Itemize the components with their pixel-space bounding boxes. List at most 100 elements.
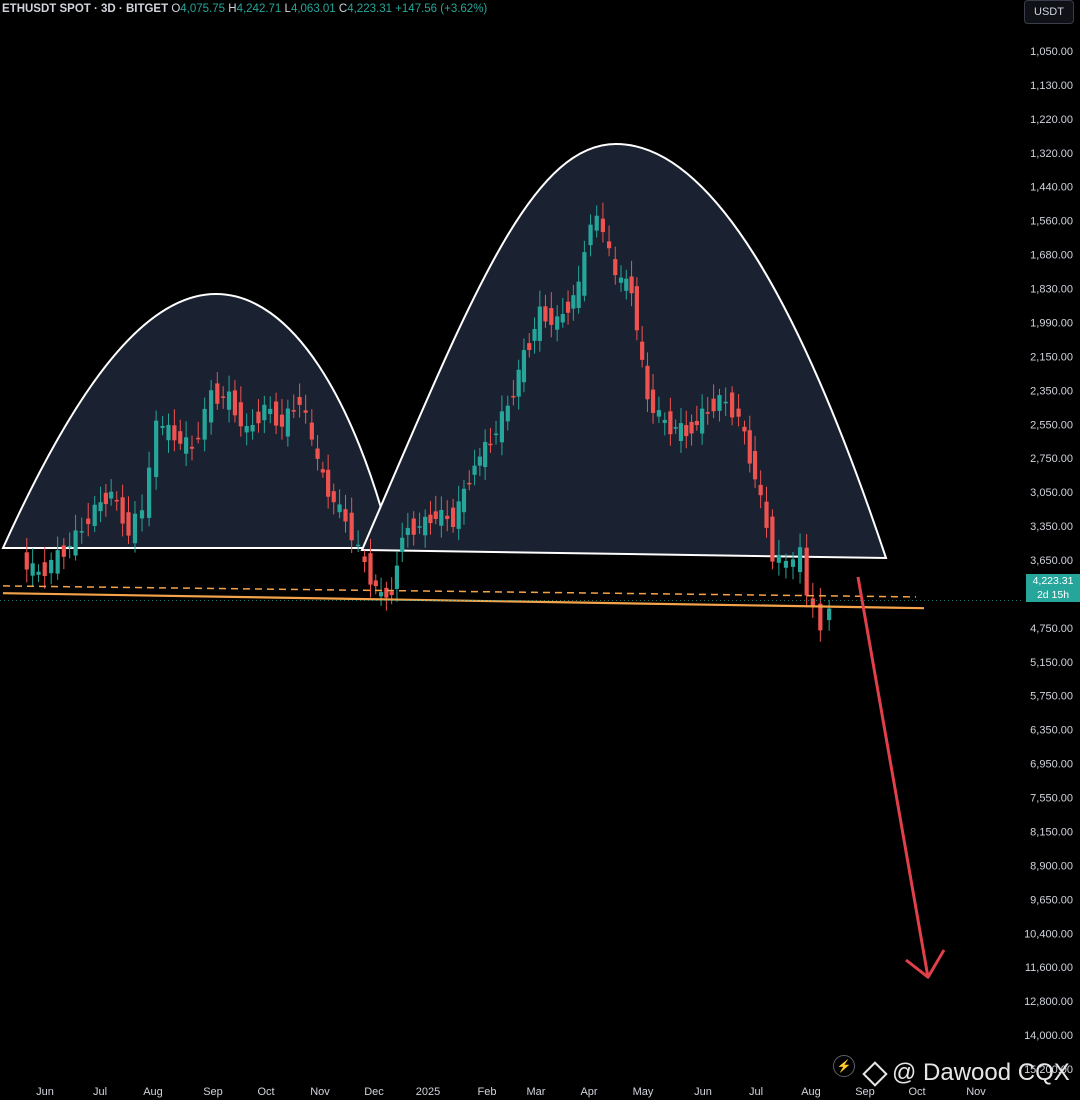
y-tick-label: 1,830.00 (1030, 284, 1073, 296)
watermark-text: @ Dawood CQX (892, 1059, 1070, 1086)
currency-button[interactable]: USDT (1024, 0, 1074, 24)
candle-body (618, 277, 624, 283)
x-tick-label: Dec (364, 1086, 384, 1098)
candle-body (378, 592, 384, 597)
candle-body (250, 425, 255, 432)
candle-body (571, 295, 576, 309)
candle-body (736, 408, 741, 417)
close-value: 4,223.31 (347, 3, 392, 15)
y-tick-label: 9,650.00 (1030, 894, 1073, 906)
candle-body (274, 401, 279, 426)
candle-body (467, 482, 472, 485)
right-arc-pattern (360, 142, 888, 560)
candle-body (394, 565, 400, 589)
x-tick-label: Sep (855, 1086, 875, 1098)
candle-body (456, 501, 461, 529)
candle-body (202, 408, 207, 440)
candle-body (309, 422, 314, 440)
candle-body (67, 545, 72, 548)
candle-body (373, 580, 378, 587)
projection-arrow (856, 576, 930, 978)
candle-body (196, 437, 201, 440)
candle-body (320, 469, 325, 473)
y-tick-label: 6,350.00 (1030, 725, 1073, 737)
x-tick-label: Jul (93, 1086, 107, 1098)
candle-body (527, 343, 532, 350)
candle-body (98, 502, 103, 512)
last-price-tag: 4,223.31 2d 15h (1026, 574, 1080, 602)
candle-body (146, 467, 152, 518)
last-price: 4,223.31 (1032, 575, 1074, 587)
candle-body (770, 516, 775, 562)
candle-body (565, 301, 571, 313)
x-tick-label: Jun (36, 1086, 54, 1098)
candle-body (723, 401, 728, 404)
candle-body (428, 514, 433, 524)
y-tick-label: 1,130.00 (1030, 80, 1073, 92)
y-tick-label: 1,320.00 (1030, 148, 1073, 160)
left-arc-pattern (1, 292, 394, 549)
candle-body (433, 511, 438, 519)
y-tick-label: 2,150.00 (1030, 351, 1073, 363)
candle-body (694, 420, 699, 426)
y-tick-label: 8,150.00 (1030, 826, 1073, 838)
candle-body (172, 425, 177, 441)
candle-body (700, 408, 705, 434)
candle-body (656, 410, 662, 417)
candle-body (215, 383, 220, 404)
y-tick-label: 14,000.00 (1024, 1030, 1073, 1042)
candle-body (629, 276, 634, 294)
candle-body (154, 420, 159, 477)
candle-body (521, 350, 527, 383)
candle-body (645, 365, 650, 400)
x-tick-label: Oct (908, 1086, 925, 1098)
candle-body (232, 390, 238, 416)
candle-body (315, 448, 320, 459)
y-tick-label: 4,750.00 (1030, 623, 1073, 635)
candle-body (493, 433, 499, 436)
candle-body (279, 414, 285, 427)
candle-body (668, 411, 673, 435)
y-tick-label: 15,200.00 (1024, 1064, 1073, 1076)
x-tick-label: May (633, 1086, 654, 1098)
y-tick-label: 11,600.00 (1025, 962, 1073, 974)
candle-body (103, 492, 108, 505)
candle-body (797, 547, 803, 573)
candle-body (55, 550, 60, 574)
candle-body (79, 531, 84, 533)
x-tick-label: Apr (580, 1086, 597, 1098)
x-tick-label: Aug (801, 1086, 821, 1098)
candle-body (30, 563, 35, 576)
candle-body (730, 392, 735, 418)
candle-body (268, 408, 273, 415)
candle-body (445, 515, 450, 520)
candle-body (640, 341, 645, 360)
candle-body (166, 424, 171, 441)
y-tick-label: 10,400.00 (1024, 928, 1073, 940)
x-tick-label: Sep (203, 1086, 223, 1098)
y-tick-label: 3,650.00 (1030, 555, 1073, 567)
candle-body (331, 491, 336, 503)
candle-body (411, 518, 416, 535)
y-tick-label: 3,350.00 (1030, 521, 1073, 533)
candle-body (790, 559, 796, 567)
candle-body (600, 218, 606, 233)
candle-body (285, 408, 290, 437)
close-label: C (338, 3, 348, 15)
candle-body (505, 405, 510, 422)
candle-body (61, 545, 66, 557)
candle-body (451, 507, 456, 527)
candle-body (810, 598, 815, 606)
y-tick-label: 12,800.00 (1024, 996, 1073, 1008)
lightning-icon[interactable]: ⚡ (833, 1055, 855, 1077)
candle-body (613, 259, 618, 276)
x-tick-label: 2025 (416, 1086, 440, 1098)
candle-body (477, 456, 482, 466)
candle-body (689, 421, 694, 434)
author-watermark: @ Dawood CQX (862, 1059, 1070, 1087)
candle-body (742, 426, 747, 432)
candle-body (594, 215, 599, 231)
y-tick-label: 6,950.00 (1030, 759, 1073, 771)
low-label: L (284, 3, 291, 15)
